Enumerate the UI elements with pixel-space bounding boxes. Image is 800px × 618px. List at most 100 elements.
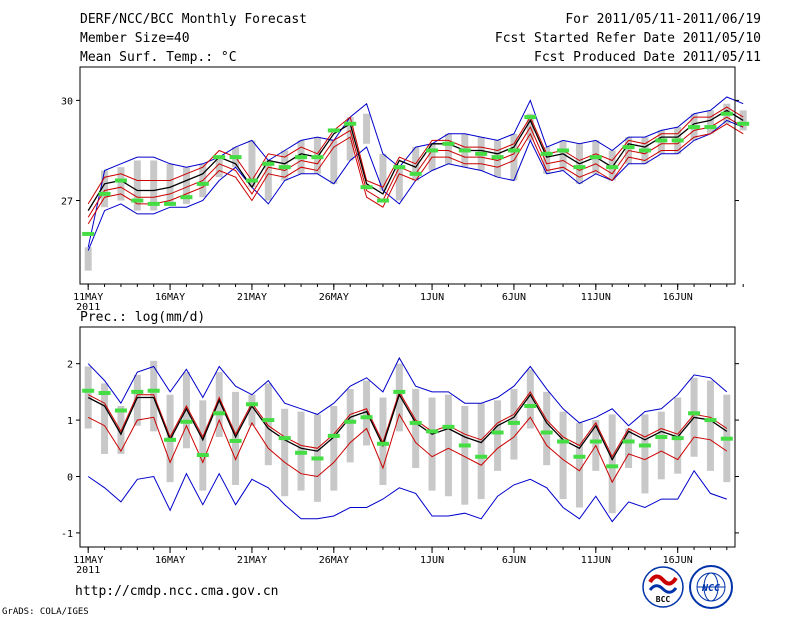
prec-box-23 [444,394,452,497]
temp-median-12 [262,161,275,166]
temp-xtick-label-6JUN: 6JUN [502,292,526,303]
temp-box-1 [84,247,92,271]
prec-median-35 [638,443,651,448]
prec-ytick-label-0: 0 [67,472,73,483]
prec-box-34 [625,428,633,469]
prec-xtick-label-11MAY: 11MAY [73,555,103,566]
prec-box-22 [428,397,436,491]
prec-median-30 [557,439,570,444]
prec-box-5 [150,360,158,432]
prec-median-9 [213,411,226,416]
temp-box-3 [117,167,125,201]
prec-box-16 [330,405,338,491]
prec-median-13 [278,436,291,441]
prec-xtick-label-26MAY: 26MAY [319,555,349,566]
prec-median-18 [360,415,373,420]
temp-median-18 [360,185,373,190]
prec-median-29 [540,430,553,435]
temp-bottom-line [87,123,744,225]
prec-median-31 [573,454,586,459]
prec-median-12 [262,418,275,423]
precip-panel-title: Prec.: log(mm/d) [80,310,205,325]
prec-median-17 [344,419,357,424]
temp-xtick-label-26MAY: 26MAY [319,292,349,303]
temp-median-33 [606,165,619,170]
prec-median-26 [491,430,504,435]
prec-box-25 [477,403,485,500]
footer-url[interactable]: http://cmdp.ncc.cma.gov.cn [75,584,279,599]
temperature-panel: 27 30 11MAY 16MAY 21MAY 26MAY 1JUN 6JUN 11JUN 16J… [61,66,750,313]
prec-box-9 [215,372,223,437]
temp-median-38 [688,125,701,130]
prec-median-2 [98,391,111,395]
temp-median-13 [278,165,291,170]
temp-median-25 [475,151,488,156]
prec-ytick-label--1: -1 [61,529,73,540]
temp-box-27 [510,133,518,181]
prec-median-1 [82,388,95,393]
prec-box-8 [199,400,207,491]
temp-xtick-label-16JUN: 16JUN [663,292,693,303]
prec-box-18 [363,380,371,446]
temp-box-39 [706,110,714,134]
temp-box-16 [330,140,338,184]
prec-median-15 [311,456,324,461]
prec-box-35 [641,414,649,494]
prec-median-19 [376,441,389,446]
prec-median-36 [655,435,668,439]
temp-median-6 [164,201,177,206]
temp-median-11 [245,178,258,183]
precipitation-panel: -1 0 1 2 11MAY 16MAY 21MAY 26MAY 1JUN 6JUN 11JUN 16… [61,326,739,576]
prec-median-28 [524,403,537,408]
prec-median-5 [147,388,160,393]
prec-box-11 [248,394,256,426]
temp-box-20 [395,167,403,201]
prec-max-line [87,356,728,427]
temp-median-15 [311,155,324,160]
temp-median-26 [491,155,504,160]
temp-xtick-label-16MAY: 16MAY [155,292,185,303]
temp-box-29 [543,147,551,174]
prec-median-24 [458,443,471,448]
prec-median-40 [720,436,733,441]
temp-box-4 [133,160,141,211]
temp-box-2 [101,170,109,208]
prec-box-4 [133,374,141,426]
header-member-size: Member Size=40 [80,31,190,46]
temp-box-11 [248,140,256,188]
temp-box-19 [379,153,387,191]
prec-year-label: 2011 [76,565,100,576]
prec-box-30 [559,411,567,500]
temp-max-line [87,96,744,248]
prec-min-line [87,469,727,523]
prec-median-3 [114,408,127,413]
temp-median-8 [196,181,209,186]
prec-median-39 [704,418,717,423]
temp-median-4 [131,198,144,203]
temp-year-label: 2011 [76,302,100,313]
prec-xtick-label-16JUN: 16JUN [663,555,693,566]
prec-median-34 [622,439,635,444]
ncc-logo-text: NCC [701,583,720,594]
prec-ytick-label-2: 2 [67,360,73,371]
temp-xtick-label-1JUN: 1JUN [420,292,444,303]
prec-median-27 [507,420,520,425]
temp-box-6 [166,163,174,204]
prec-box-3 [117,405,125,454]
temp-median-10 [229,155,242,160]
temp-median-1 [82,231,95,236]
temp-median-36 [655,138,668,143]
bcc-logo-text: BCC [656,595,671,604]
temp-upper-line [87,106,744,205]
temp-xtick-label-11JUN: 11JUN [581,292,611,303]
header-period: For 2011/05/11-2011/06/19 [565,12,761,27]
temp-median-30 [557,148,570,153]
prec-median-16 [327,433,340,438]
prec-box-33 [608,414,616,514]
prec-median-22 [426,429,439,434]
prec-median-11 [245,402,258,407]
temp-ytick-label-30: 30 [61,96,73,107]
temp-median-39 [704,125,717,130]
header-start-date: Fcst Started Refer Date 2011/05/10 [495,31,761,46]
header-produced-date: Fcst Produced Date 2011/05/11 [534,50,761,65]
